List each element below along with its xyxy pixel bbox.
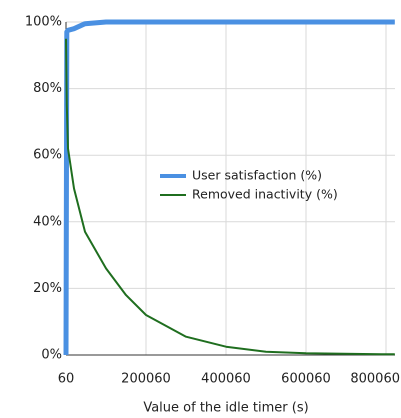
legend-label: Removed inactivity (%) (192, 187, 338, 202)
x-tick-label: 800060 (350, 372, 400, 387)
y-tick-label: 80% (33, 81, 62, 96)
x-tick-label: 60 (58, 372, 75, 387)
x-tick-label: 400060 (201, 372, 251, 387)
y-tick-label: 100% (25, 15, 62, 30)
y-tick-label: 20% (33, 281, 62, 296)
series-line (63, 19, 395, 356)
y-tick-label: 60% (33, 148, 62, 163)
series-line (65, 38, 395, 356)
y-tick-label: 0% (41, 348, 62, 363)
x-tick-label: 600060 (281, 372, 331, 387)
y-tick-label: 40% (33, 214, 62, 229)
legend-label: User satisfaction (%) (192, 168, 322, 183)
x-tick-label: 200060 (121, 372, 171, 387)
x-axis-label: Value of the idle timer (s) (143, 401, 308, 416)
